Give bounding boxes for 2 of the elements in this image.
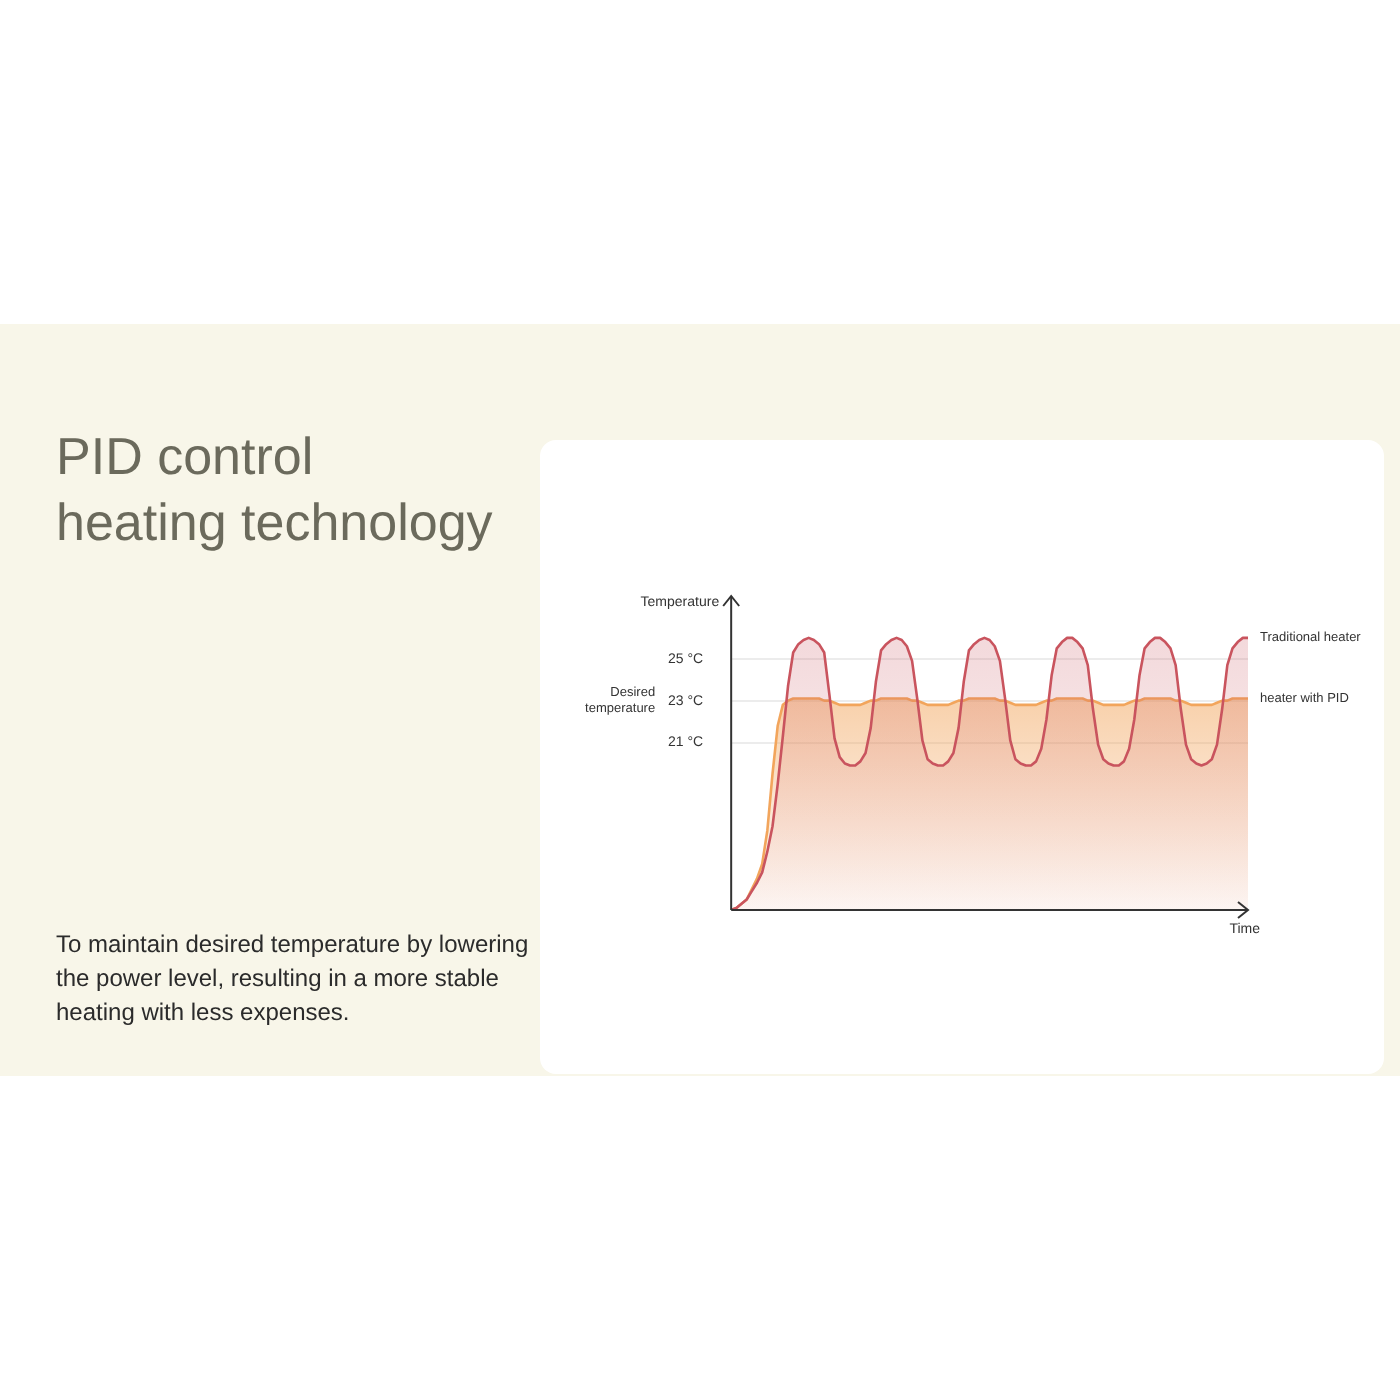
text: To maintain desired temperature by lowering the power level, resulting in a more stable heating with less expenses.: [56, 928, 531, 1030]
text: PID control heating technology: [56, 424, 495, 556]
